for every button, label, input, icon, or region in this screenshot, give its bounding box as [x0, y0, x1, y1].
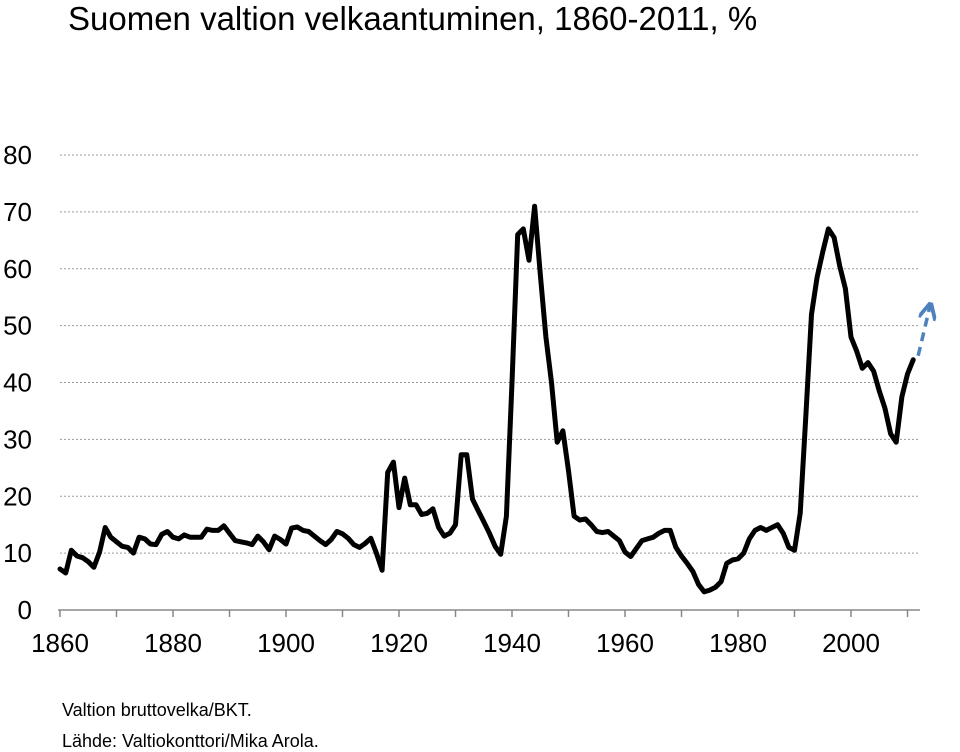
- y-axis-tick-labels: 0 10 20 30 40 50 60 70 80: [3, 140, 32, 625]
- x-tick-label-1900: 1900: [257, 628, 315, 658]
- y-tick-label-20: 20: [3, 481, 32, 511]
- x-tick-label-1960: 1960: [596, 628, 654, 658]
- y-tick-label-80: 80: [3, 140, 32, 170]
- y-tick-label-70: 70: [3, 197, 32, 227]
- x-tick-label-1880: 1880: [144, 628, 202, 658]
- series-layer: [57, 203, 930, 595]
- x-tick-label-1980: 1980: [709, 628, 767, 658]
- x-tick-label-1860: 1860: [31, 628, 89, 658]
- x-axis: [58, 609, 920, 617]
- x-tick-label-1920: 1920: [370, 628, 428, 658]
- x-tick-label-2000: 2000: [822, 628, 880, 658]
- x-axis-tick-labels: 1860 1880 1900 1920 1940 1960 1980 2000: [31, 628, 880, 658]
- chart-title: Suomen valtion velkaantuminen, 1860-2011…: [68, 0, 758, 37]
- series-line-0: [57, 203, 916, 595]
- footnote-definition: Valtion bruttovelka/BKT.: [62, 700, 252, 720]
- y-tick-label-60: 60: [3, 254, 32, 284]
- y-tick-label-50: 50: [3, 311, 32, 341]
- y-tick-label-30: 30: [3, 424, 32, 454]
- x-tick-label-1940: 1940: [483, 628, 541, 658]
- footnote-source: Lähde: Valtiokonttori/Mika Arola.: [62, 731, 319, 751]
- y-tick-label-40: 40: [3, 368, 32, 398]
- y-tick-label-10: 10: [3, 538, 32, 568]
- y-tick-label-0: 0: [18, 595, 32, 625]
- projection-arrow: [916, 306, 930, 357]
- gridlines: [60, 154, 920, 554]
